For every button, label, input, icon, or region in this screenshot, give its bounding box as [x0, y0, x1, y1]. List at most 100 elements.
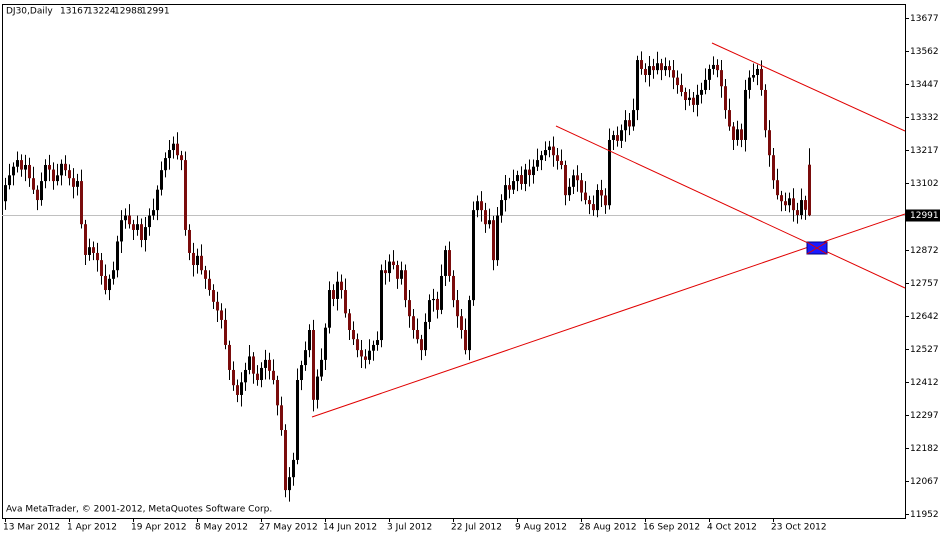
y-tick-label: 13447	[910, 80, 939, 90]
candle-body	[520, 175, 523, 184]
candle-body	[148, 215, 151, 228]
y-tick-label: 11952	[910, 510, 939, 520]
candle-body	[120, 220, 123, 242]
candle-body	[412, 316, 415, 330]
x-tick-label: 4 Oct 2012	[707, 523, 757, 533]
x-tick-label: 3 Jul 2012	[387, 523, 432, 533]
candle-body	[220, 310, 223, 320]
x-tick-label: 27 May 2012	[259, 523, 318, 533]
candle-body	[512, 181, 515, 190]
candle-body	[712, 64, 715, 69]
candle-body	[624, 120, 627, 131]
candle-body	[236, 385, 239, 395]
candle-body	[588, 200, 591, 205]
candle-body	[60, 163, 63, 176]
candle-body	[564, 164, 567, 196]
trendline	[711, 42, 906, 132]
candle-body	[744, 89, 747, 140]
candle-body	[84, 224, 87, 255]
candle-body	[728, 110, 731, 127]
candle-body	[176, 143, 179, 156]
candle-body	[12, 166, 15, 176]
candle-body	[452, 275, 455, 301]
candle-body	[640, 60, 643, 69]
y-tick-label: 13562	[910, 47, 939, 57]
current-price-box	[906, 209, 940, 222]
candle-body	[484, 210, 487, 225]
candle-body	[24, 164, 27, 170]
candle-body	[612, 135, 615, 140]
y-tick-label: 12642	[910, 312, 939, 322]
x-tick-label: 28 Aug 2012	[579, 523, 637, 533]
candle-body	[228, 344, 231, 370]
candle-body	[536, 160, 539, 167]
candle-body	[304, 350, 307, 366]
candle-body	[700, 89, 703, 95]
candle-body	[160, 170, 163, 190]
last-close: 12991	[141, 7, 170, 17]
candle-body	[100, 260, 103, 276]
candle-body	[344, 290, 347, 314]
candle-body	[240, 382, 243, 395]
candle-body	[152, 210, 155, 216]
candle-body	[20, 160, 23, 170]
candle-body	[360, 350, 363, 357]
x-tick-label: 19 Apr 2012	[131, 523, 187, 533]
x-tick-label: 13 Mar 2012	[3, 523, 60, 533]
candle-body	[392, 261, 395, 266]
y-tick-label: 12527	[910, 345, 939, 355]
candle-body	[472, 210, 475, 301]
y-tick-label: 12067	[910, 477, 939, 487]
candle-body	[504, 185, 507, 201]
candle-body	[428, 300, 431, 322]
candle-body	[596, 189, 599, 211]
candle-body	[604, 195, 607, 206]
candle-body	[444, 250, 447, 276]
candles-layer	[4, 51, 811, 502]
candle-body	[580, 180, 583, 193]
candle-body	[584, 192, 587, 201]
candle-body	[232, 369, 235, 386]
candle-body	[404, 270, 407, 301]
candle-body	[244, 369, 247, 383]
candle-body	[52, 169, 55, 182]
candle-body	[224, 319, 227, 345]
candle-body	[524, 169, 527, 184]
candle-body	[552, 146, 555, 156]
candle-body	[332, 290, 335, 299]
candle-body	[96, 252, 99, 261]
candle-body	[128, 215, 131, 225]
trendline	[311, 213, 906, 418]
candle-body	[292, 459, 295, 478]
candle-body	[144, 227, 147, 241]
y-tick-label: 12757	[910, 279, 939, 289]
candle-body	[72, 178, 75, 187]
candle-body	[132, 224, 135, 230]
candle-body	[136, 224, 139, 230]
last-open: 13167	[60, 7, 89, 17]
candle-body	[708, 68, 711, 80]
candle-body	[540, 155, 543, 161]
candle-body	[16, 160, 19, 167]
candle-body	[276, 380, 279, 406]
candle-body	[704, 79, 707, 90]
candle-body	[104, 275, 107, 291]
candle-body	[572, 175, 575, 187]
candle-body	[92, 247, 95, 253]
candle-body	[556, 155, 559, 161]
candle-body	[40, 181, 43, 201]
candle-body	[8, 175, 11, 186]
candle-body	[776, 180, 779, 196]
candle-body	[376, 340, 379, 345]
trendline	[555, 125, 906, 289]
candle-body	[440, 275, 443, 310]
candle-body	[688, 97, 691, 101]
candle-body	[108, 278, 111, 291]
candle-body	[316, 376, 319, 400]
candle-body	[668, 66, 671, 71]
candle-body	[560, 160, 563, 165]
candle-body	[364, 356, 367, 360]
candle-body	[372, 344, 375, 351]
candle-body	[792, 198, 795, 211]
